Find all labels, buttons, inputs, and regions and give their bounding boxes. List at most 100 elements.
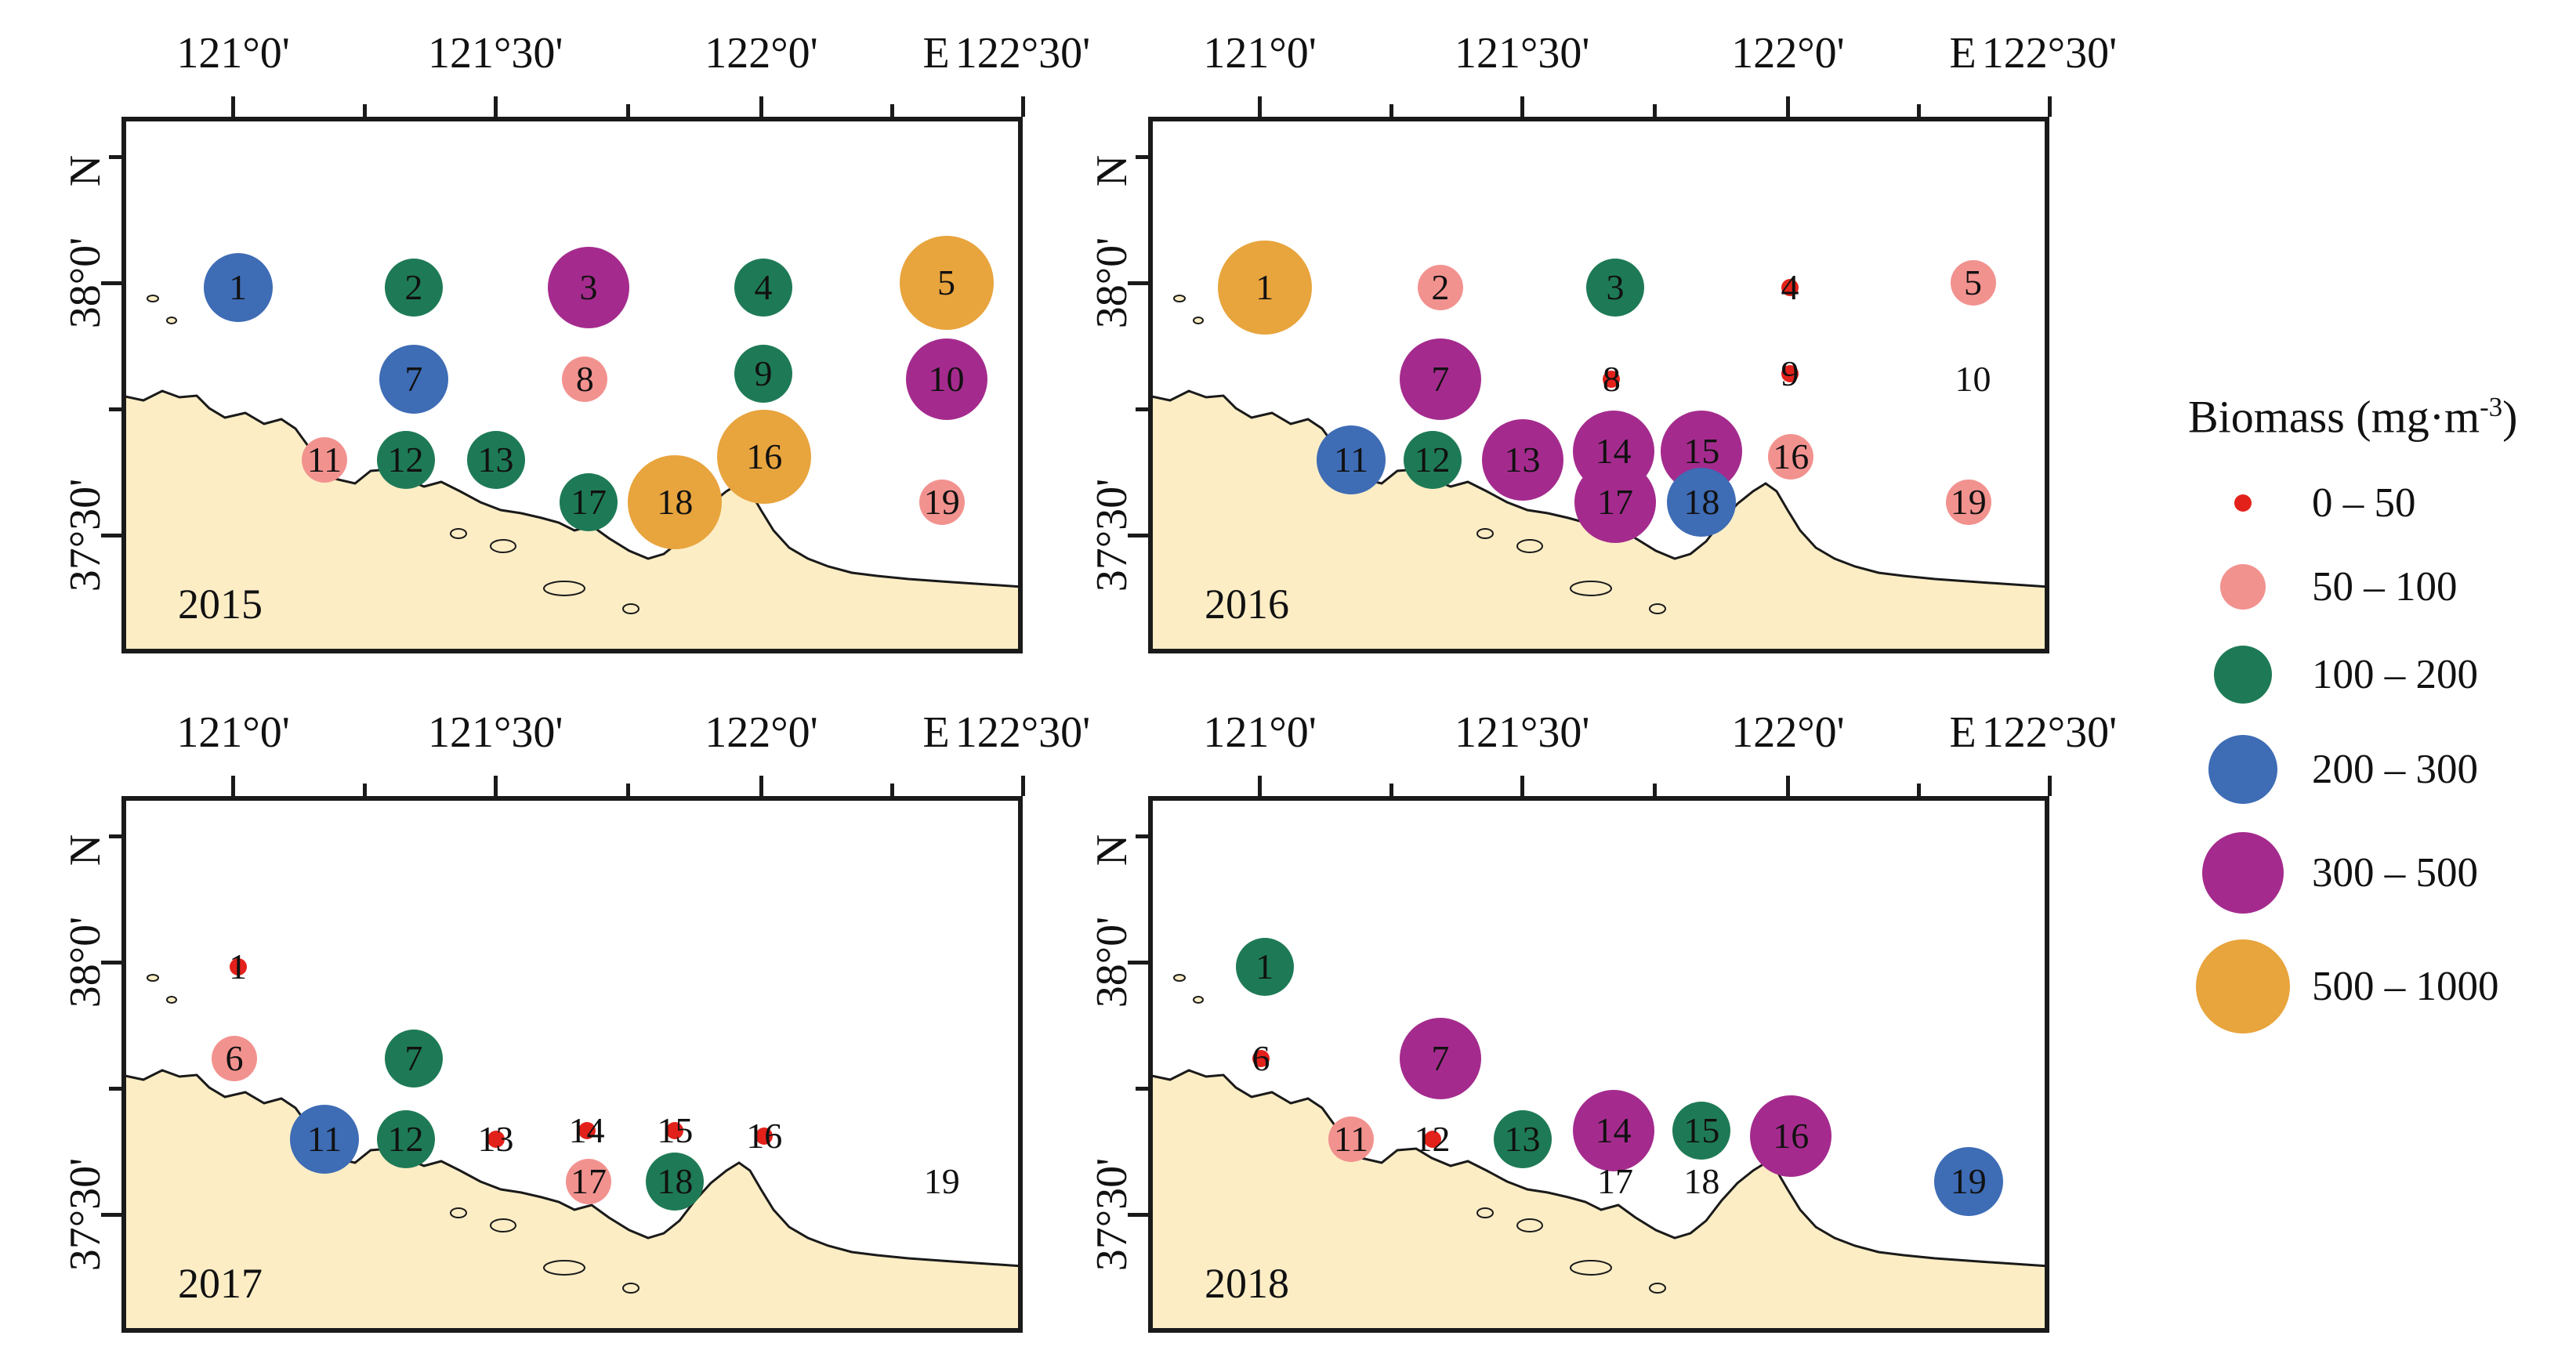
- station-18-marker: [1667, 468, 1737, 537]
- station-11-label: 11: [306, 1118, 342, 1159]
- map-panel-2015: 1 2 3 4 5 7 8 9 10 11 12 13 16 17 18 19 2015: [121, 117, 1023, 653]
- island: [543, 1260, 585, 1276]
- coastline-map: [126, 974, 1018, 1328]
- legend-item-label: 500 – 1000: [2312, 964, 2499, 1009]
- station-3-label: 3: [1606, 267, 1625, 308]
- station-17-marker: [565, 1159, 611, 1205]
- legend-circle-200–300: [2208, 735, 2277, 804]
- station-19-label: 19: [923, 482, 960, 523]
- coastline-map: [126, 295, 1018, 649]
- station-7-label: 7: [404, 1037, 423, 1078]
- station-12-marker: [376, 1109, 435, 1168]
- map-panel-2016: 1 2 3 4 5 7 8 9 10 11 12 13 14 15 16 17 18 19 2016: [1148, 117, 2049, 653]
- longitude-tick-label: 121°0': [176, 29, 290, 78]
- station-15-marker: [1672, 1102, 1731, 1160]
- station-17-marker: [1574, 461, 1656, 544]
- legend-title-close: ): [2502, 391, 2518, 443]
- map-panel-2018: 1 6 7 11 12 13 14 15 16 17 18 19 2018: [1148, 796, 2049, 1333]
- axis-tick: [1916, 104, 1921, 117]
- island: [1476, 1207, 1494, 1218]
- station-1-marker: [1235, 938, 1294, 997]
- island: [622, 1283, 639, 1294]
- legend-title: Biomass (mg·m-3): [2188, 391, 2518, 443]
- station-5-label: 5: [937, 262, 955, 302]
- island: [1476, 528, 1494, 539]
- axis-tick: [759, 776, 763, 796]
- legend-circle-300–500: [2202, 832, 2284, 914]
- station-19-marker: [918, 480, 965, 526]
- mainland-coastline: [1153, 1069, 2045, 1328]
- legend-title-text: Biomass (mg·m: [2188, 391, 2480, 443]
- island: [1193, 996, 1204, 1004]
- station-11-marker: [302, 436, 347, 483]
- station-10-label: 10: [928, 358, 965, 399]
- year-label: 2017: [178, 1260, 263, 1307]
- station-13-label: 13: [477, 1118, 514, 1159]
- longitude-tick-label: 122°0': [705, 708, 818, 757]
- longitude-tick-label: 122°30': [955, 708, 1091, 757]
- island: [622, 603, 639, 614]
- station-17-marker: [559, 473, 618, 532]
- station-3-label: 3: [579, 267, 598, 308]
- coastline-map: [1153, 295, 2045, 649]
- axis-tick: [889, 784, 894, 796]
- station-8-label: 8: [575, 358, 594, 399]
- station-18-label: 18: [1683, 1161, 1720, 1202]
- station-13-label: 13: [1504, 1118, 1541, 1159]
- station-12-label: 12: [1414, 1118, 1451, 1159]
- legend-item-label: 300 – 500: [2312, 850, 2478, 896]
- longitude-tick-label: 121°30': [428, 708, 563, 757]
- north-axis-prefix: N: [61, 834, 110, 866]
- station-11-marker: [290, 1104, 359, 1174]
- legend-item-label: 0 – 50: [2312, 480, 2416, 526]
- legend-circle-500–1000: [2196, 939, 2290, 1033]
- station-19-marker: [1945, 480, 1991, 526]
- station-15-marker: [666, 1122, 684, 1140]
- station-12-label: 12: [387, 439, 424, 480]
- axis-tick: [1786, 776, 1790, 796]
- north-axis-prefix: N: [61, 154, 110, 186]
- east-axis-prefix: E: [922, 708, 950, 757]
- station-1-marker: [203, 253, 273, 323]
- island: [1570, 581, 1612, 596]
- station-19-label: 19: [923, 1161, 960, 1202]
- axis-tick: [1128, 280, 1148, 285]
- axis-tick: [1128, 533, 1148, 537]
- station-18-label: 18: [657, 482, 694, 523]
- island: [1193, 317, 1204, 324]
- longitude-tick-label: 121°0': [176, 708, 290, 757]
- axis-tick: [363, 784, 367, 796]
- axis-tick: [1020, 96, 1025, 117]
- station-13-marker: [1481, 418, 1563, 501]
- axis-tick: [1128, 1212, 1148, 1217]
- axis-tick: [101, 533, 121, 537]
- station-1-label: 1: [1255, 267, 1274, 308]
- axis-tick: [1786, 96, 1790, 117]
- axis-tick: [2047, 96, 2052, 117]
- year-label: 2015: [178, 581, 263, 628]
- station-7-marker: [379, 344, 448, 414]
- station-9-label: 9: [754, 353, 773, 393]
- station-2-label: 2: [404, 267, 423, 308]
- coastline-map: [1153, 974, 2045, 1328]
- station-16-label: 16: [1773, 1116, 1810, 1156]
- axis-tick: [1653, 784, 1658, 796]
- station-14-label: 14: [568, 1110, 605, 1151]
- station-6-label: 6: [1252, 1037, 1270, 1078]
- station-4-marker: [734, 259, 793, 317]
- axis-tick: [1136, 1086, 1148, 1091]
- island: [1173, 974, 1186, 982]
- longitude-tick-label: 121°0': [1203, 29, 1317, 78]
- longitude-tick-label: 122°0': [705, 29, 818, 78]
- island: [166, 317, 177, 324]
- legend-item-label: 50 – 100: [2312, 564, 2458, 610]
- station-8-marker: [1603, 370, 1621, 388]
- axis-tick: [1020, 776, 1025, 796]
- station-1-label: 1: [229, 946, 248, 987]
- axis-tick: [1916, 784, 1921, 796]
- axis-tick: [1520, 776, 1524, 796]
- station-12-marker: [1423, 1130, 1441, 1148]
- axis-tick: [1136, 154, 1148, 159]
- station-1-label: 1: [229, 267, 248, 308]
